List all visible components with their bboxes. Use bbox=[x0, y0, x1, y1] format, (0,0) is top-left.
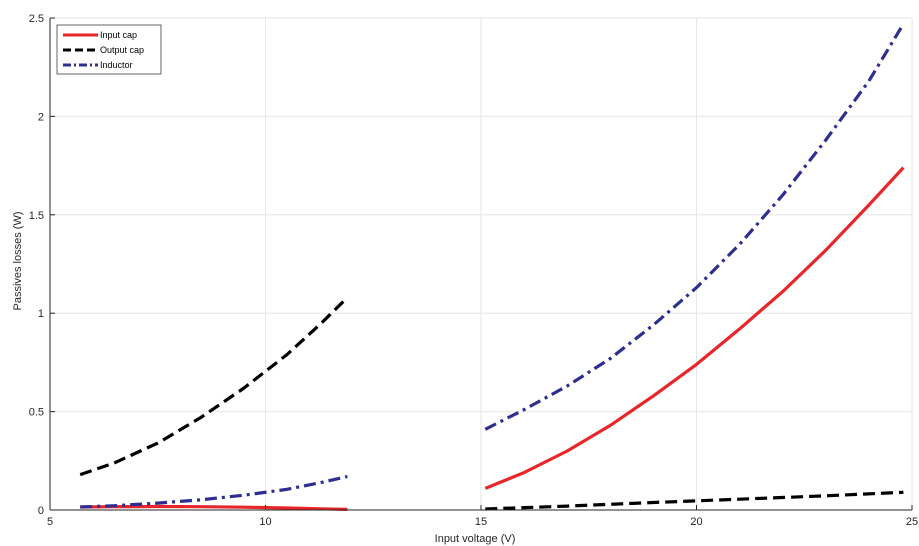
series-line-inductor bbox=[80, 474, 348, 509]
x-tick-label: 25 bbox=[906, 516, 918, 528]
axes bbox=[49, 17, 913, 511]
legend-entry-output-cap: Output cap bbox=[63, 45, 144, 55]
x-tick-label: 20 bbox=[690, 516, 702, 528]
legend-label-inductor: Inductor bbox=[100, 60, 133, 70]
x-tick-label: 15 bbox=[475, 516, 487, 528]
legend-label-output-cap: Output cap bbox=[100, 45, 144, 55]
grid bbox=[49, 17, 913, 511]
y-tick-label: 0 bbox=[38, 505, 44, 517]
series-line-input-cap bbox=[484, 166, 905, 490]
legend-entry-input-cap: Input cap bbox=[63, 30, 137, 40]
legend: Input cap Output cap Inductor bbox=[56, 24, 162, 75]
x-axis-title: Input voltage (V) bbox=[435, 533, 516, 545]
y-tick-label: 2 bbox=[38, 111, 44, 123]
legend-label-input-cap: Input cap bbox=[100, 30, 137, 40]
x-tick-label: 5 bbox=[47, 516, 53, 528]
series-line-inductor bbox=[484, 23, 905, 431]
y-axis-title: Passives losses (W) bbox=[12, 211, 24, 310]
tick-labels: 5 10 15 20 25 0 0.5 1 1.5 2 2.5 bbox=[29, 13, 918, 528]
series-line-output-cap bbox=[485, 490, 904, 511]
x-tick-label: 10 bbox=[259, 516, 271, 528]
series-line-input-cap bbox=[80, 504, 348, 511]
y-tick-label: 1 bbox=[38, 308, 44, 320]
y-tick-label: 0.5 bbox=[29, 407, 44, 419]
y-tick-label: 2.5 bbox=[29, 13, 44, 25]
legend-entry-inductor: Inductor bbox=[63, 60, 133, 70]
plot-series bbox=[79, 23, 905, 511]
series-line-output-cap bbox=[79, 296, 349, 477]
y-tick-label: 1.5 bbox=[29, 210, 44, 222]
